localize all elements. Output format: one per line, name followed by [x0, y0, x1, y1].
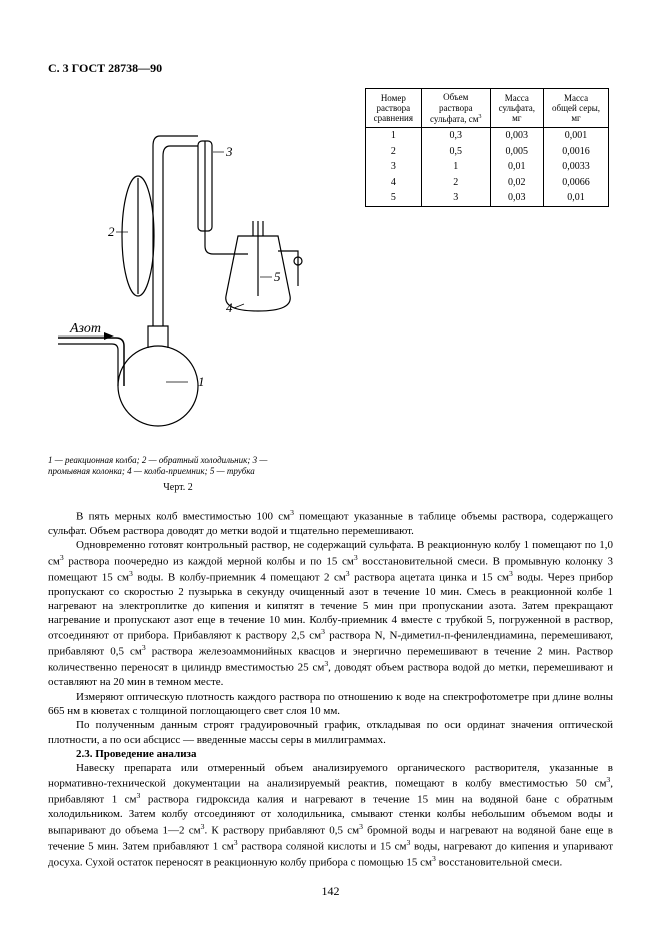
table-cell: 0,02 — [490, 175, 543, 191]
table-cell: 0,5 — [422, 144, 491, 160]
section-heading: 2.3. Проведение анализа — [48, 747, 613, 761]
table-cell: 5 — [365, 190, 421, 206]
table-cell: 0,003 — [490, 128, 543, 144]
figure-label: Черт. 2 — [48, 481, 308, 495]
page-header: С. 3 ГОСТ 28738—90 — [48, 60, 613, 76]
table-cell: 0,01 — [544, 190, 609, 206]
table-cell: 2 — [422, 175, 491, 191]
svg-text:4: 4 — [226, 300, 233, 315]
table-cell: 3 — [365, 159, 421, 175]
col-header: Массасульфата,мг — [490, 89, 543, 128]
table-cell: 2 — [365, 144, 421, 160]
svg-text:1: 1 — [198, 374, 205, 389]
top-content-row: Азот 1 2 3 4 5 1 — реакционная колба; 2 … — [48, 86, 613, 504]
svg-text:2: 2 — [108, 224, 115, 239]
table-cell: 0,005 — [490, 144, 543, 160]
table-cell: 0,001 — [544, 128, 609, 144]
table-cell: 4 — [365, 175, 421, 191]
page-number: 142 — [48, 883, 613, 899]
table-cell: 1 — [365, 128, 421, 144]
gas-inlet-label: Азот — [69, 321, 101, 336]
table-cell: 0,0016 — [544, 144, 609, 160]
svg-text:3: 3 — [225, 144, 233, 159]
paragraph: Одновременно готовят контрольный раствор… — [48, 538, 613, 689]
col-header: Объемрастворасульфата, см3 — [422, 89, 491, 128]
table-cell: 0,01 — [490, 159, 543, 175]
table-cell: 3 — [422, 190, 491, 206]
figure-container: Азот 1 2 3 4 5 1 — реакционная колба; 2 … — [48, 86, 308, 504]
table-cell: 0,03 — [490, 190, 543, 206]
svg-text:5: 5 — [274, 269, 281, 284]
paragraph: В пять мерных колб вместимостью 100 см3 … — [48, 508, 613, 538]
paragraph: Навеску препарата или отмеренный объем а… — [48, 761, 613, 869]
apparatus-diagram: Азот 1 2 3 4 5 — [48, 86, 308, 446]
paragraph: По полученным данным строят градуировочн… — [48, 718, 613, 747]
paragraph: Измеряют оптическую плотность каждого ра… — [48, 690, 613, 719]
col-header: Номеррастворасравнения — [365, 89, 421, 128]
table-cell: 0,0033 — [544, 159, 609, 175]
table-cell: 1 — [422, 159, 491, 175]
data-table: Номеррастворасравнения Объемрастворасуль… — [365, 88, 609, 207]
table-cell: 0,3 — [422, 128, 491, 144]
col-header: Массаобщей серы,мг — [544, 89, 609, 128]
data-table-container: Номеррастворасравнения Объемрастворасуль… — [316, 88, 613, 504]
table-cell: 0,0066 — [544, 175, 609, 191]
figure-caption: 1 — реакционная колба; 2 — обратный холо… — [48, 455, 308, 477]
